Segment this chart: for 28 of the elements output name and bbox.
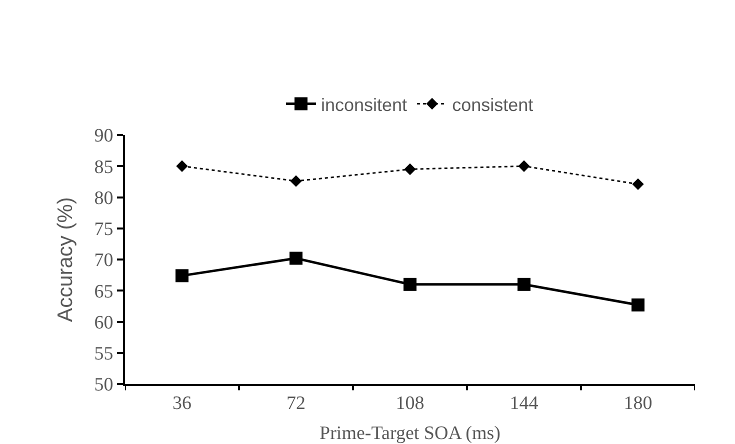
y-tick-label: 85	[94, 156, 114, 178]
point	[404, 278, 416, 291]
point	[290, 252, 302, 265]
legend-label: consistent	[452, 94, 534, 115]
point	[632, 298, 644, 312]
x-tick-label: 108	[396, 392, 424, 414]
legend-label: inconsitent	[321, 94, 408, 115]
x-axis-title: Prime-Target SOA (ms)	[320, 423, 500, 444]
y-tick-label: 55	[94, 344, 114, 365]
y-tick-label: 75	[94, 219, 114, 240]
point	[290, 175, 302, 187]
point	[176, 269, 188, 282]
point	[404, 163, 416, 176]
point	[518, 278, 530, 291]
point	[518, 160, 530, 172]
x-tick-label: 180	[624, 392, 652, 414]
x-tick-label: 36	[172, 392, 192, 414]
point	[632, 178, 644, 190]
x-tick-label: 144	[510, 392, 539, 414]
y-tick-label: 65	[94, 281, 114, 302]
y-tick-label: 70	[94, 250, 114, 272]
y-tick-label: 50	[94, 374, 114, 396]
y-tick-label: 90	[94, 126, 114, 147]
point	[176, 160, 188, 172]
y-tick-label: 80	[94, 188, 114, 209]
x-tick-label: 72	[286, 392, 306, 414]
y-axis-title: Accuracy (%)	[54, 197, 77, 322]
y-tick-label: 60	[94, 312, 114, 334]
